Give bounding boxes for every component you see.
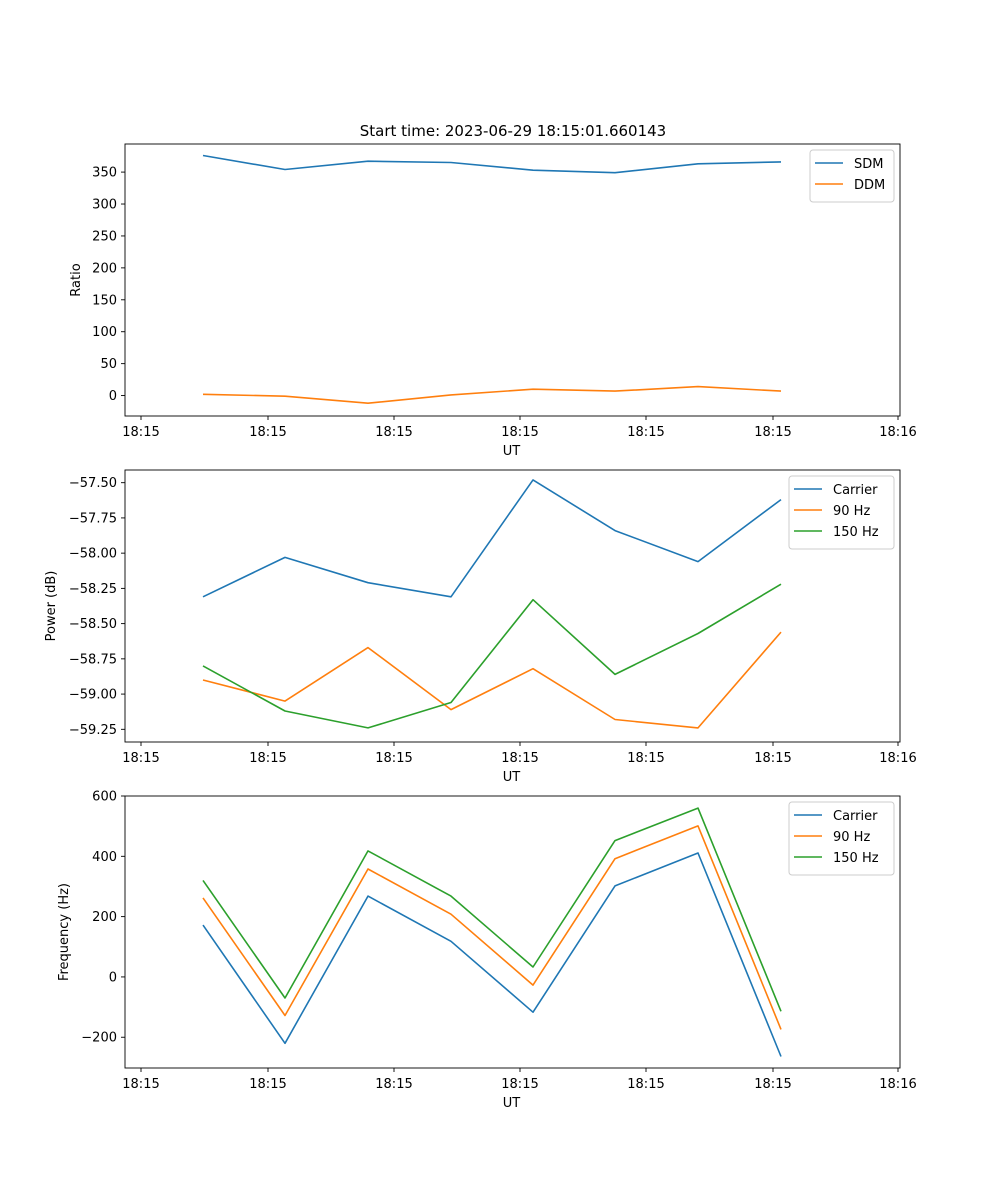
x-tick-label: 18:15	[249, 751, 286, 766]
x-tick-label: 18:15	[122, 1077, 159, 1092]
legend: SDM DDM	[809, 149, 895, 203]
legend-entry: 90 Hz	[833, 830, 870, 845]
x-axis-label: UT	[503, 444, 521, 459]
y-tick-label: 200	[92, 910, 117, 925]
y-axis-label: Power (dB)	[44, 571, 59, 642]
series-line-150-hz	[202, 807, 782, 1012]
x-tick-label: 18:15	[122, 751, 159, 766]
legend-entry: DDM	[854, 178, 885, 193]
legend-entry: Carrier	[833, 809, 878, 824]
y-tick-label: 350	[92, 166, 117, 181]
legend-entry: 150 Hz	[833, 525, 879, 540]
series-line-carrier	[202, 479, 782, 598]
x-tick-label: 18:15	[627, 425, 664, 440]
y-tick-label: −58.00	[69, 547, 117, 562]
plot-frame	[124, 143, 901, 417]
plot-frame	[124, 795, 901, 1069]
y-tick-label: 300	[92, 198, 117, 213]
x-tick-label: 18:15	[249, 425, 286, 440]
x-tick-label: 18:15	[375, 425, 412, 440]
y-tick-label: −57.75	[69, 511, 117, 526]
y-tick-label: 100	[92, 325, 117, 340]
x-tick-label: 18:16	[879, 1077, 916, 1092]
legend-entry: Carrier	[833, 483, 878, 498]
x-tick-label: 18:15	[754, 425, 791, 440]
x-tick-label: 18:15	[627, 1077, 664, 1092]
y-tick-label: 200	[92, 261, 117, 276]
series-line-90-hz	[202, 631, 782, 729]
x-tick-label: 18:15	[375, 751, 412, 766]
y-tick-label: 250	[92, 229, 117, 244]
x-axis-label: UT	[503, 1096, 521, 1111]
chart-panel-3: 18:15 18:15 18:15 18:15 18:15 18:15 18:16 −200 0…	[57, 790, 917, 1112]
y-tick-label: 150	[92, 293, 117, 308]
x-tick-label: 18:15	[501, 425, 538, 440]
x-tick-label: 18:15	[501, 751, 538, 766]
x-tick-label: 18:15	[754, 751, 791, 766]
y-tick-label: 50	[100, 357, 117, 372]
y-axis-label: Frequency (Hz)	[57, 883, 72, 981]
series-line-ddm	[202, 385, 782, 405]
y-tick-label: 0	[109, 970, 117, 985]
chart-panel-2: 18:15 18:15 18:15 18:15 18:15 18:15 18:16 −57.5…	[44, 469, 917, 785]
y-tick-label: 600	[92, 790, 117, 805]
y-tick-label: −58.75	[69, 652, 117, 667]
x-tick-label: 18:15	[754, 1077, 791, 1092]
series-line-carrier	[202, 852, 782, 1057]
x-tick-label: 18:16	[879, 425, 916, 440]
series-line-sdm	[202, 154, 782, 174]
y-axis-label: Ratio	[69, 263, 84, 296]
legend-entry: SDM	[854, 157, 883, 172]
x-axis-label: UT	[503, 770, 521, 785]
y-tick-label: −59.00	[69, 688, 117, 703]
chart-panel-1: 18:15 18:15 18:15 18:15 18:15 18:15 18:16 0 50 10…	[69, 143, 917, 459]
y-tick-label: −58.50	[69, 617, 117, 632]
legend: Carrier 90 Hz 150 Hz	[788, 475, 895, 550]
y-tick-label: 400	[92, 850, 117, 865]
legend: Carrier 90 Hz 150 Hz	[788, 801, 895, 876]
figure-title: Start time: 2023-06-29 18:15:01.660143	[360, 122, 666, 140]
x-tick-label: 18:15	[122, 425, 159, 440]
legend-entry: 150 Hz	[833, 851, 879, 866]
y-tick-label: 0	[109, 389, 117, 404]
series-line-90-hz	[202, 825, 782, 1030]
x-tick-label: 18:16	[879, 751, 916, 766]
x-tick-label: 18:15	[375, 1077, 412, 1092]
x-tick-label: 18:15	[627, 751, 664, 766]
y-tick-label: −59.25	[69, 723, 117, 738]
y-tick-label: −200	[81, 1031, 117, 1046]
x-tick-label: 18:15	[501, 1077, 538, 1092]
legend-entry: 90 Hz	[833, 504, 870, 519]
plot-frame	[124, 469, 901, 743]
series-line-150-hz	[202, 583, 782, 729]
y-tick-label: −58.25	[69, 582, 117, 597]
y-tick-label: −57.50	[69, 476, 117, 491]
x-tick-label: 18:15	[249, 1077, 286, 1092]
